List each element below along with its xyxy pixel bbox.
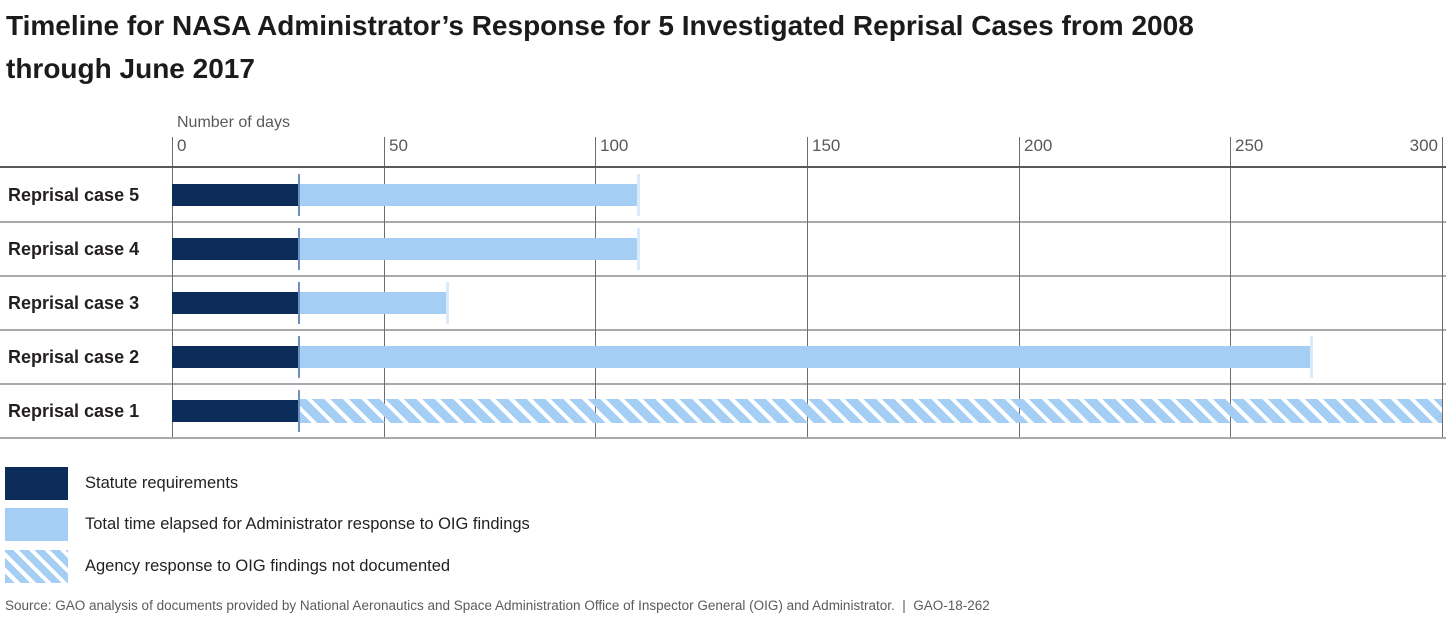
elapsed-end-marker-reprisal-case-5 (637, 174, 640, 216)
bar-elapsed-reprisal-case-4 (299, 238, 638, 260)
elapsed-end-marker-reprisal-case-4 (637, 228, 640, 270)
row-separator (0, 383, 1446, 385)
row-separator (0, 221, 1446, 223)
bar-statute-reprisal-case-2 (172, 346, 299, 368)
gridline-200 (1019, 168, 1020, 437)
x-tick-label-50: 50 (389, 136, 408, 155)
bar-elapsed-reprisal-case-5 (299, 184, 638, 206)
bar-statute-reprisal-case-3 (172, 292, 299, 314)
chart-bottom-line (0, 437, 1446, 439)
axis-tick-250 (1230, 137, 1231, 166)
legend-swatch-undocumented (5, 550, 68, 583)
x-tick-label-150: 150 (812, 136, 841, 155)
statute-deadline-marker-reprisal-case-2 (298, 336, 300, 378)
statute-deadline-marker-reprisal-case-3 (298, 282, 300, 324)
legend-item-statute: Statute requirements (5, 467, 238, 500)
x-tick-label-0: 0 (177, 136, 187, 155)
legend-swatch-statute (5, 467, 68, 500)
gridline-250 (1230, 168, 1231, 437)
x-axis-title: Number of days (177, 114, 290, 131)
legend-label-elapsed: Total time elapsed for Administrator res… (85, 515, 530, 533)
gridline-100 (595, 168, 596, 437)
row-label-reprisal-case-3: Reprisal case 3 (8, 293, 140, 313)
legend-swatch-elapsed (5, 508, 68, 541)
legend-item-undocumented: Agency response to OIG findings not docu… (5, 550, 450, 583)
axis-top-line (0, 166, 1446, 168)
legend-label-undocumented: Agency response to OIG findings not docu… (85, 557, 451, 575)
elapsed-end-marker-reprisal-case-2 (1310, 336, 1313, 378)
axis-tick-200 (1019, 137, 1020, 166)
row-label-reprisal-case-2: Reprisal case 2 (8, 347, 140, 367)
x-tick-label-300: 300 (1409, 136, 1438, 155)
axis-tick-0 (172, 137, 173, 166)
row-label-reprisal-case-4: Reprisal case 4 (8, 239, 140, 259)
gridline-300 (1442, 168, 1443, 437)
row-separator (0, 329, 1446, 331)
row-label-reprisal-case-5: Reprisal case 5 (8, 185, 140, 205)
bar-elapsed-reprisal-case-3 (299, 292, 448, 314)
x-tick-label-250: 250 (1235, 136, 1264, 155)
axis-tick-100 (595, 137, 596, 166)
bar-statute-reprisal-case-4 (172, 238, 299, 260)
statute-deadline-marker-reprisal-case-4 (298, 228, 300, 270)
legend-label-statute: Statute requirements (85, 474, 239, 492)
x-tick-label-100: 100 (600, 136, 629, 155)
statute-deadline-marker-reprisal-case-5 (298, 174, 300, 216)
axis-tick-50 (384, 137, 385, 166)
bar-elapsed-reprisal-case-2 (299, 346, 1311, 368)
legend-item-elapsed: Total time elapsed for Administrator res… (5, 508, 530, 541)
bar-undocumented-reprisal-case-1 (299, 399, 1442, 423)
chart-title-line-1: Timeline for NASA Administrator’s Respon… (6, 10, 1194, 41)
axis-tick-300 (1442, 137, 1443, 166)
chart-title: Timeline for NASA Administrator’s Respon… (6, 4, 1442, 90)
x-tick-label-200: 200 (1024, 136, 1053, 155)
bar-statute-reprisal-case-5 (172, 184, 299, 206)
axis-tick-150 (807, 137, 808, 166)
chart-title-line-2: through June 2017 (6, 53, 255, 84)
row-separator (0, 275, 1446, 277)
source-note: Source: GAO analysis of documents provid… (5, 598, 990, 613)
row-label-reprisal-case-1: Reprisal case 1 (8, 401, 140, 421)
gridline-150 (807, 168, 808, 437)
bar-statute-reprisal-case-1 (172, 400, 299, 422)
statute-deadline-marker-reprisal-case-1 (298, 390, 300, 432)
elapsed-end-marker-reprisal-case-3 (446, 282, 449, 324)
